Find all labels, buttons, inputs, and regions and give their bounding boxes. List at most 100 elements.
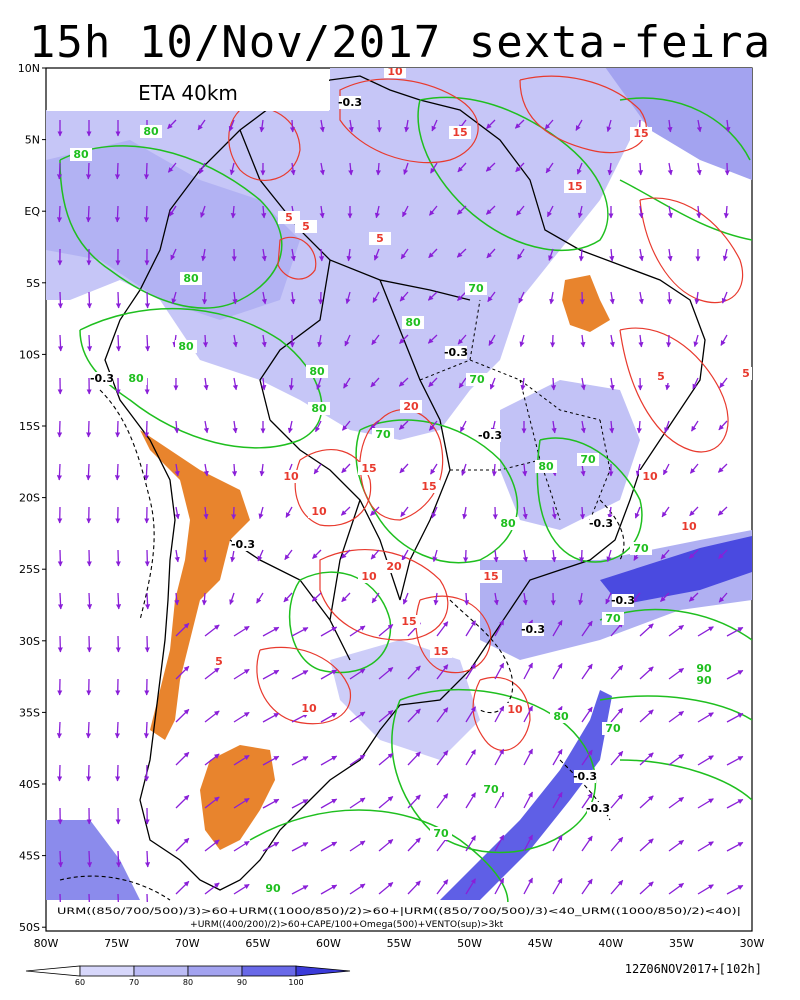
wind-arrow (378, 838, 394, 852)
wind-arrow (115, 420, 121, 438)
colorbar-right-arrow (295, 965, 351, 977)
wind-arrow (233, 711, 250, 723)
wind-arrow (175, 880, 190, 895)
wind-arrow (432, 549, 438, 563)
wind-arrow (114, 463, 121, 481)
rh-contour-label: 70 (468, 282, 484, 295)
wind-arrow (349, 754, 366, 766)
wind-arrow (609, 291, 615, 305)
wind-arrow (436, 707, 449, 723)
wind-arrow (407, 794, 421, 809)
wind-arrow (726, 841, 744, 852)
lon-tick-label: 55W (387, 937, 412, 950)
cape-contour-label-bg (678, 520, 700, 533)
wind-arrow (726, 798, 744, 809)
wind-arrow (634, 506, 641, 519)
wind-arrow (349, 711, 366, 723)
wind-arrow (313, 463, 322, 475)
cape-contour-label-bg (564, 180, 586, 193)
wind-arrow (690, 420, 699, 432)
wind-arrow (522, 592, 528, 606)
wind-arrow (550, 334, 556, 348)
omega-contour-label-bg (590, 517, 612, 530)
wind-arrow (668, 753, 684, 766)
cape-contour-label-bg (358, 570, 380, 583)
wind-arrow (228, 119, 235, 132)
wind-arrow (610, 793, 624, 809)
lat-tick-label: 10S (19, 348, 40, 361)
formula-box (47, 902, 751, 930)
wind-arrow (289, 119, 296, 133)
wind-arrow (86, 334, 93, 352)
wind-arrow (369, 420, 380, 430)
omega-contour-label-bg (574, 770, 596, 783)
rh-contour-label-bg (480, 783, 502, 796)
wind-arrow (175, 794, 190, 809)
wind-arrow (726, 755, 744, 766)
wind-arrow (233, 625, 250, 637)
wind-arrow (203, 506, 209, 520)
model-label-box (47, 69, 329, 111)
wind-arrow (515, 205, 525, 216)
omega-contour-label: -0.3 (444, 346, 468, 359)
wind-arrow (494, 619, 505, 637)
lat-tick-label: EQ (24, 205, 40, 218)
wind-arrow (668, 624, 684, 637)
wind-arrow (259, 119, 265, 133)
wind-arrow (285, 506, 293, 518)
wind-arrow (346, 248, 352, 262)
wind-arrow (465, 835, 477, 852)
wind-arrow (349, 625, 366, 637)
wind-arrow (549, 291, 555, 305)
wind-arrow (320, 841, 338, 852)
rh-contour-label: 80 (178, 340, 194, 353)
contour-labels: 8080808080808080707070808070707090908070… (70, 68, 752, 895)
wind-arrow (316, 377, 322, 390)
cape-contour-label-bg (280, 470, 302, 483)
wind-arrow (343, 377, 351, 389)
wind-arrow (436, 664, 449, 680)
colorbar-tick-label: 60 (75, 978, 85, 987)
rh-contour-label: 70 (605, 722, 621, 735)
wind-arrow (341, 592, 351, 603)
rh-contour-label-bg (550, 710, 572, 723)
colorbar-tick-label: 100 (288, 978, 303, 987)
wind-arrow (668, 796, 684, 809)
wind-arrow (428, 420, 438, 431)
rh-contour-label-bg (602, 612, 624, 625)
wind-arrow (174, 463, 180, 477)
wind-arrow (258, 506, 264, 520)
omega-contour-label-bg (339, 96, 361, 109)
wind-arrow (56, 463, 63, 481)
wind-arrow (717, 463, 728, 473)
wind-arrow (143, 205, 150, 223)
wind-arrow (610, 836, 624, 852)
omega-contour-label-bg (522, 623, 544, 636)
rh-contour-label: 70 (469, 373, 485, 386)
wind-arrow (167, 162, 177, 173)
wind-arrow (407, 665, 421, 680)
rh-contour-label-bg (262, 882, 284, 895)
wind-arrow (202, 291, 208, 305)
wind-arrow (371, 592, 380, 604)
cape-contour-label: 15 (361, 462, 376, 475)
wind-arrow (493, 549, 499, 563)
cape-contour-label: 10 (311, 505, 327, 518)
wind-arrow (291, 670, 309, 680)
colorbar-tick-label: 80 (183, 978, 193, 987)
wind-arrow (115, 334, 122, 352)
wind-arrow (85, 162, 92, 180)
wind-arrow (463, 592, 470, 606)
wind-arrow (319, 119, 325, 133)
cape-contour-label-bg (480, 570, 502, 583)
lat-tick-label: 5S (26, 277, 40, 290)
wind-arrow (522, 463, 528, 477)
wind-arrow (229, 162, 235, 176)
wind-arrow (457, 162, 467, 173)
omega-contour-label: -0.3 (338, 96, 362, 109)
wind-arrow (345, 291, 351, 305)
wind-arrow (494, 705, 505, 723)
wind-arrow (577, 205, 583, 219)
rh-contour-label: 80 (128, 372, 144, 385)
wind-arrow (693, 334, 699, 348)
